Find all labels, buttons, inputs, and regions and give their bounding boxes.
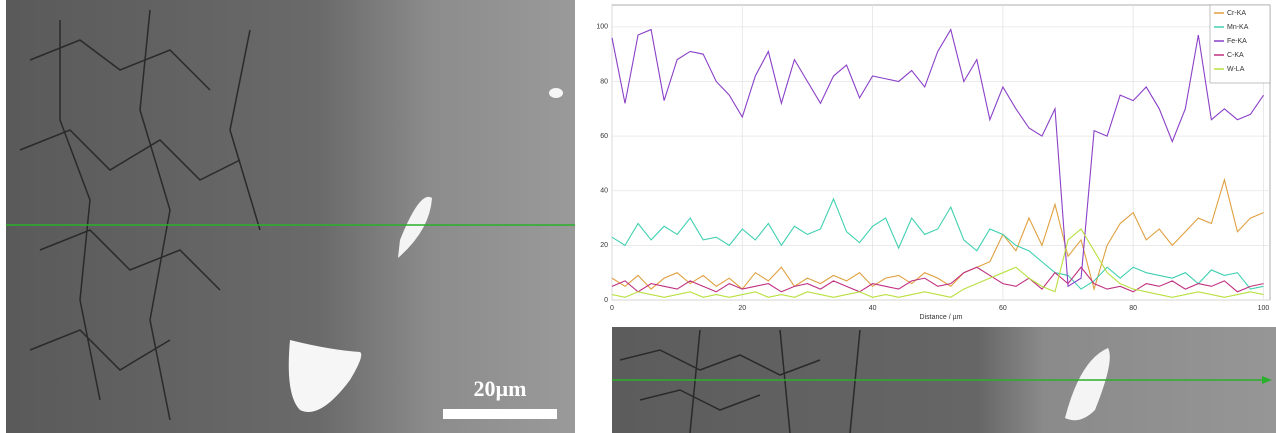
x-tick-label: 40 xyxy=(869,305,877,312)
figure: 20µm 0 20 40 60 80 100 0 20 40 60 80 100 Distance / … xyxy=(0,0,1276,433)
x-tick-label: 20 xyxy=(738,305,746,312)
legend-label: W-LA xyxy=(1227,66,1245,73)
legend-label: C-KA xyxy=(1227,52,1244,59)
x-axis-label: Distance / µm xyxy=(920,314,963,321)
x-tick-label: 60 xyxy=(999,305,1007,312)
micrograph-left: 20µm xyxy=(6,0,575,433)
legend-label: Cr-KA xyxy=(1227,10,1246,17)
y-tick-label: 100 xyxy=(596,24,608,31)
plot-area xyxy=(612,5,1270,300)
y-tick-label: 80 xyxy=(600,78,608,85)
legend-label: Fe-KA xyxy=(1227,38,1247,45)
scale-bar-label: 20µm xyxy=(473,376,526,401)
legend-label: Mn-KA xyxy=(1227,24,1249,31)
x-tick-label: 80 xyxy=(1129,305,1137,312)
y-tick-label: 60 xyxy=(600,133,608,140)
canvas: 20µm 0 20 40 60 80 100 0 20 40 60 80 100 Distance / … xyxy=(0,0,1276,433)
micrograph-right xyxy=(612,327,1276,433)
y-tick-label: 20 xyxy=(600,242,608,249)
y-tick-label: 40 xyxy=(600,188,608,195)
y-tick-label: 0 xyxy=(604,297,608,304)
x-tick-label: 100 xyxy=(1258,305,1270,312)
x-tick-label: 0 xyxy=(610,305,614,312)
line-chart: 0 20 40 60 80 100 0 20 40 60 80 100 Distance / µm Cr-… xyxy=(596,5,1270,321)
